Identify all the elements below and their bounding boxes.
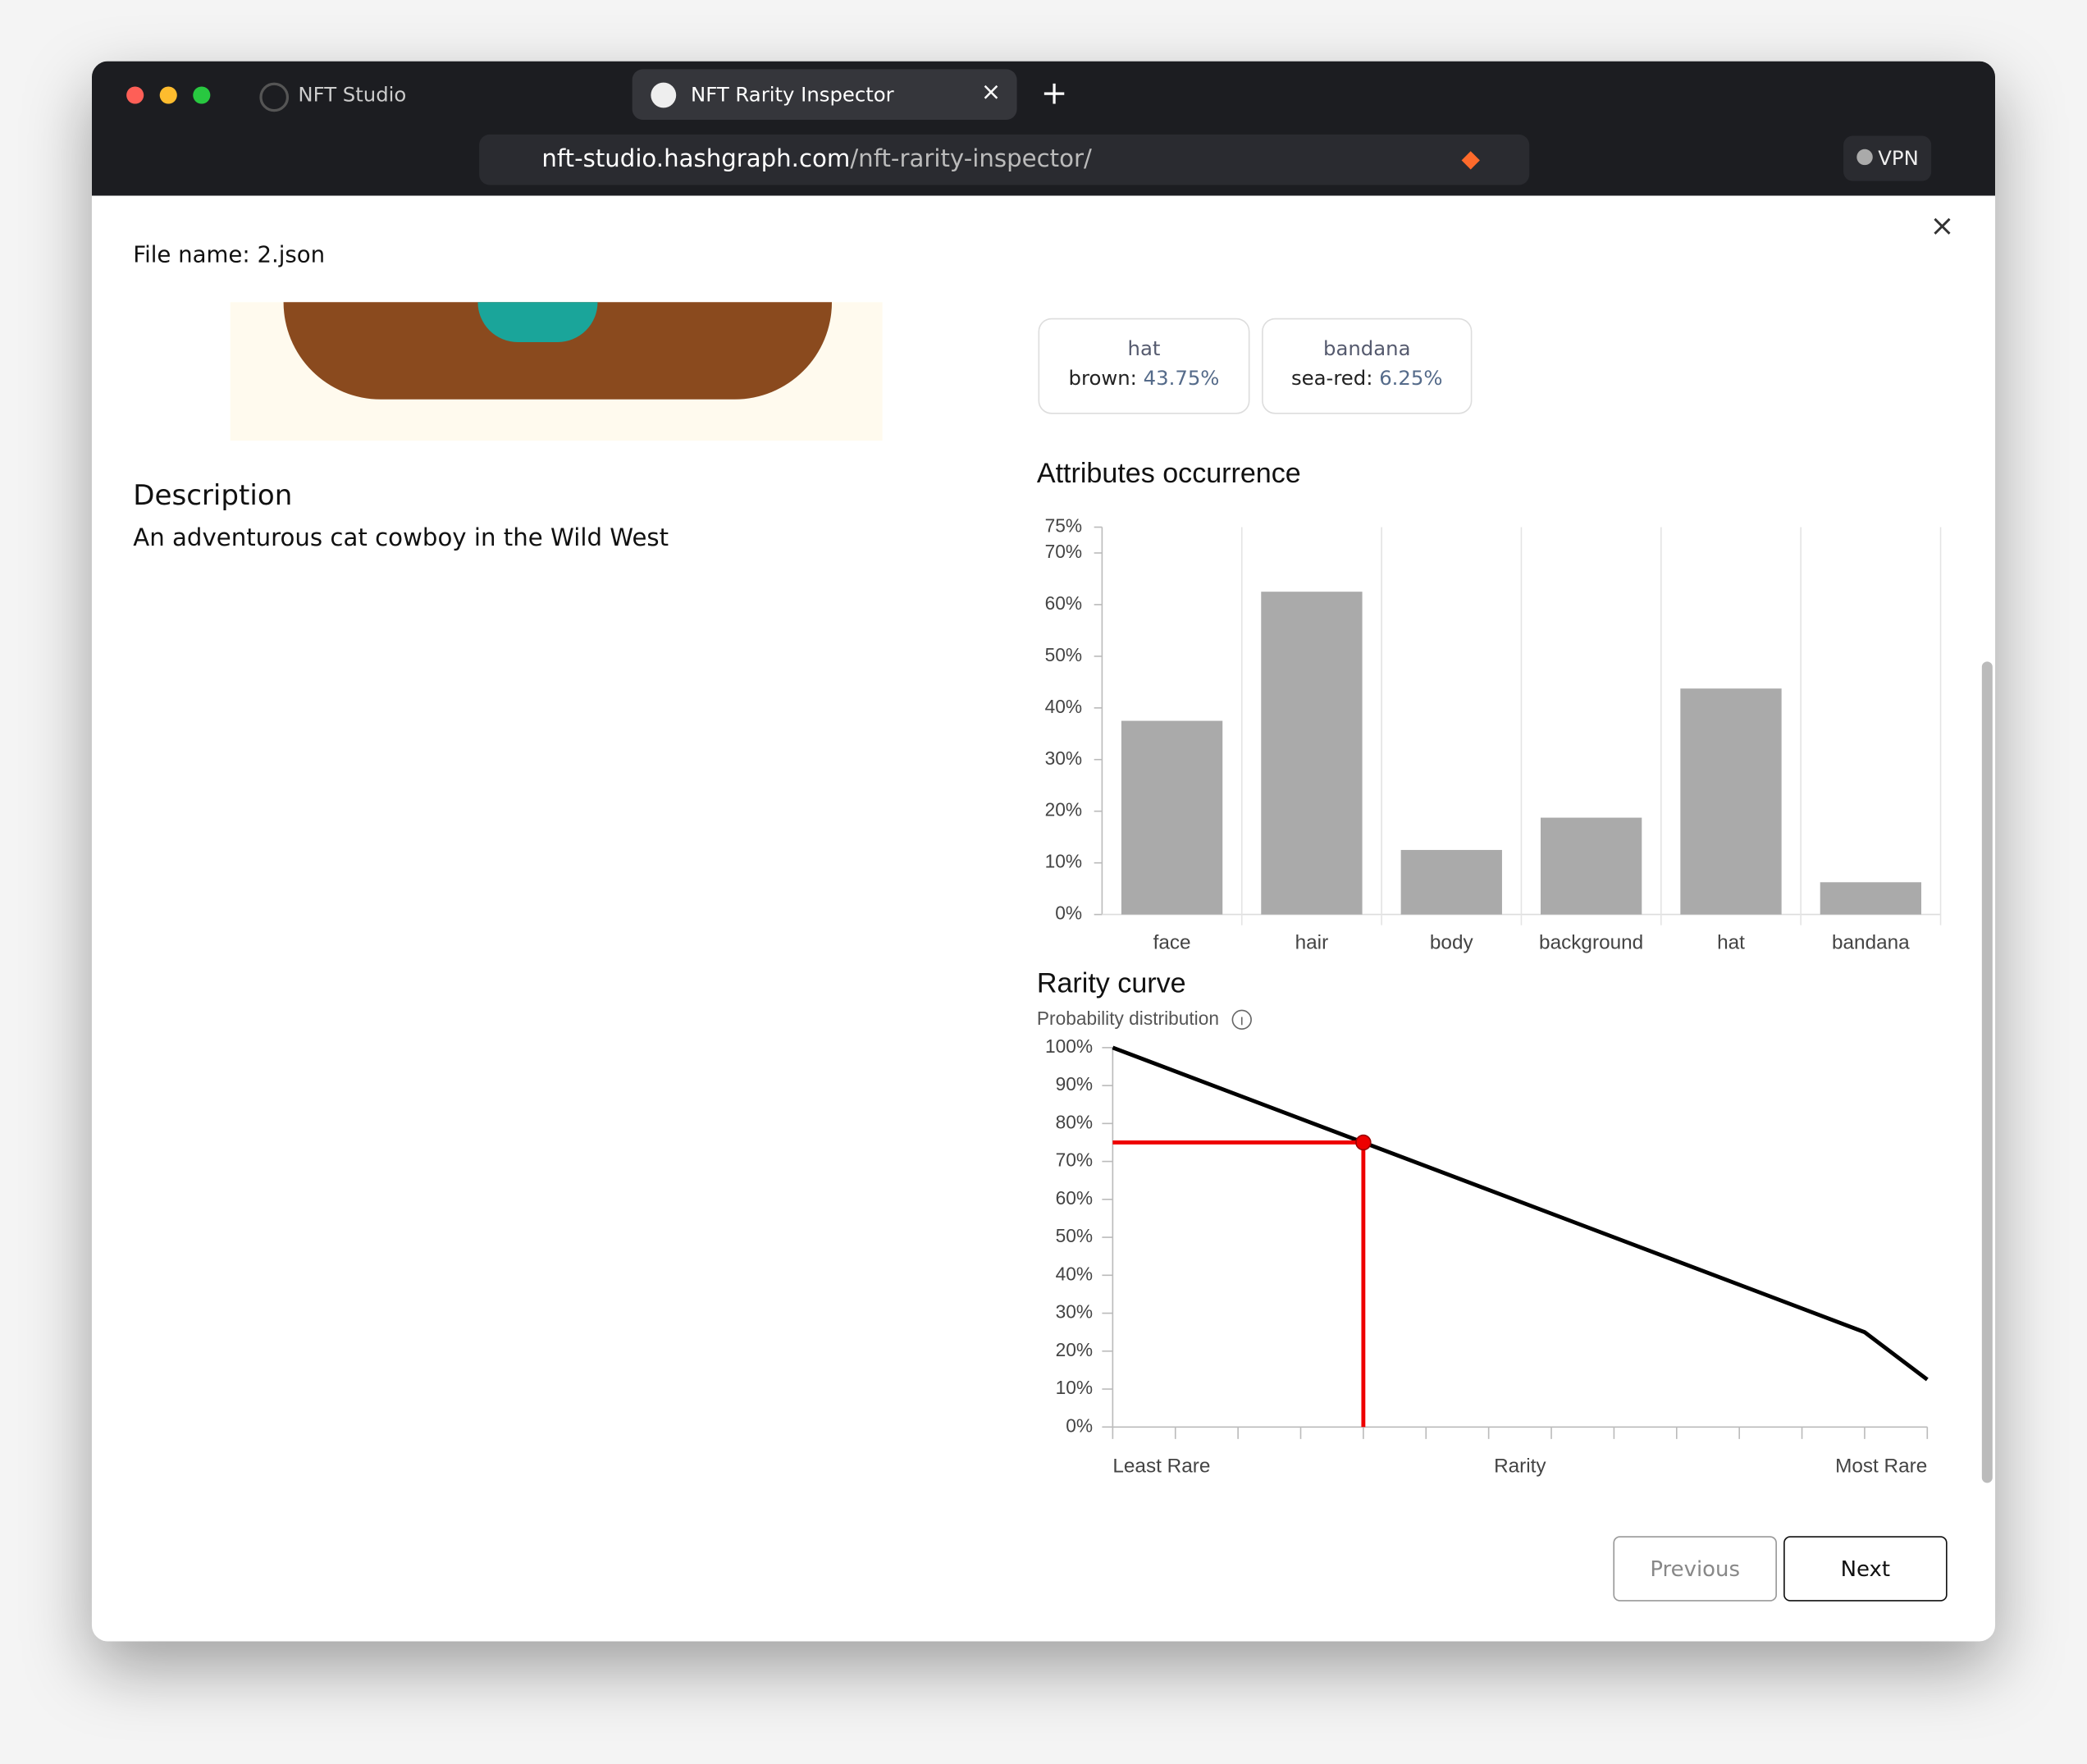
x-tick-label: hat [1717, 932, 1745, 954]
bar [1680, 688, 1782, 915]
close-button[interactable]: × [1929, 210, 1955, 244]
y-tick-label: 40% [1056, 1263, 1093, 1284]
y-tick-label: 30% [1056, 1301, 1093, 1323]
tab-close[interactable]: × [980, 78, 1002, 107]
trait-percent: 6.25% [1379, 366, 1443, 391]
trait: bandana [1322, 336, 1411, 361]
y-tick-label: 0% [1066, 1414, 1093, 1436]
x-tick-label: bandana [1832, 932, 1910, 954]
trait-value: brown: [1068, 366, 1137, 391]
close-dot[interactable] [126, 86, 144, 104]
scrollbar[interactable] [1981, 661, 1993, 1483]
chart-subtitle: Probability distribution [1037, 1008, 1219, 1029]
x-tick-label: face [1153, 932, 1191, 954]
x-end-label: Most Rare [1835, 1455, 1927, 1477]
y-tick-label: 75% [1045, 514, 1082, 536]
url[interactable]: nft-studio.hashgraph.com/nft-rarity-insp… [541, 145, 1091, 173]
y-tick-label: 100% [1045, 1035, 1093, 1057]
active-tab[interactable] [632, 69, 1017, 121]
bar [1540, 817, 1642, 915]
y-tick-label: 50% [1056, 1225, 1093, 1246]
chart-title: Attributes occurrence [1037, 458, 1301, 489]
description-text: An adventurous cat cowboy in the Wild We… [133, 524, 669, 553]
url-host: nft-studio.hashgraph.com [541, 144, 851, 173]
trait-value: sea-red: [1290, 366, 1373, 391]
tab-title[interactable]: NFT Rarity Inspector [691, 82, 894, 107]
description-heading: Description [133, 479, 293, 512]
x-tick-label: body [1430, 932, 1474, 954]
y-tick-label: 30% [1045, 747, 1082, 769]
minimize-dot[interactable] [159, 86, 177, 104]
attribute-card: hat brown: 43.75% [1038, 318, 1250, 414]
y-tick-label: 0% [1055, 903, 1082, 924]
y-tick-label: 50% [1045, 644, 1082, 665]
y-tick-label: 20% [1056, 1339, 1093, 1360]
nft-image-bandana [477, 302, 598, 342]
browser-chrome: NFT Studio NFT Rarity Inspector × + nft-… [91, 61, 1996, 196]
zoom-dot[interactable] [193, 86, 211, 104]
file-name: File name: 2.json [133, 242, 326, 269]
y-tick-label: 10% [1056, 1377, 1093, 1398]
attribute-card: bandana sea-red: 6.25% [1262, 318, 1473, 414]
x-tick-label: hair [1295, 932, 1329, 954]
bar [1261, 592, 1363, 915]
y-tick-label: 70% [1045, 541, 1082, 562]
trait-percent: 43.75% [1143, 366, 1220, 391]
address-bar[interactable] [479, 134, 1530, 185]
x-tick-label: background [1539, 932, 1643, 954]
vpn-label[interactable]: VPN [1878, 146, 1919, 171]
y-tick-label: 10% [1045, 851, 1082, 872]
bar [1400, 849, 1502, 915]
bar [1121, 720, 1223, 915]
x-axis-label: Rarity [1494, 1455, 1546, 1477]
y-tick-label: 40% [1045, 696, 1082, 717]
trait: hat [1127, 336, 1161, 361]
tab[interactable]: NFT Studio [298, 82, 407, 107]
new-tab[interactable]: + [1040, 74, 1068, 112]
curve [1112, 1045, 1929, 1382]
y-tick-label: 60% [1045, 592, 1082, 614]
chart-title: Rarity curve [1037, 968, 1186, 999]
y-tick-label: 80% [1056, 1111, 1093, 1132]
brave-icon[interactable]: ◆ [1461, 144, 1480, 173]
y-tick-label: 20% [1045, 799, 1082, 820]
previous-button[interactable]: Previous [1613, 1536, 1777, 1602]
vpn-icon [1856, 149, 1873, 166]
next-button[interactable]: Next [1783, 1536, 1948, 1602]
y-tick-label: 70% [1056, 1149, 1093, 1171]
info-icon [1231, 1009, 1252, 1030]
tab-icon [651, 82, 677, 108]
tab-icon [259, 82, 290, 112]
bar [1820, 882, 1922, 915]
y-tick-label: 60% [1056, 1187, 1093, 1209]
url-path: /nft-rarity-inspector/ [850, 144, 1092, 173]
x-start-label: Least Rare [1112, 1455, 1210, 1477]
y-tick-label: 90% [1056, 1073, 1093, 1095]
highlight-point [1355, 1134, 1372, 1151]
